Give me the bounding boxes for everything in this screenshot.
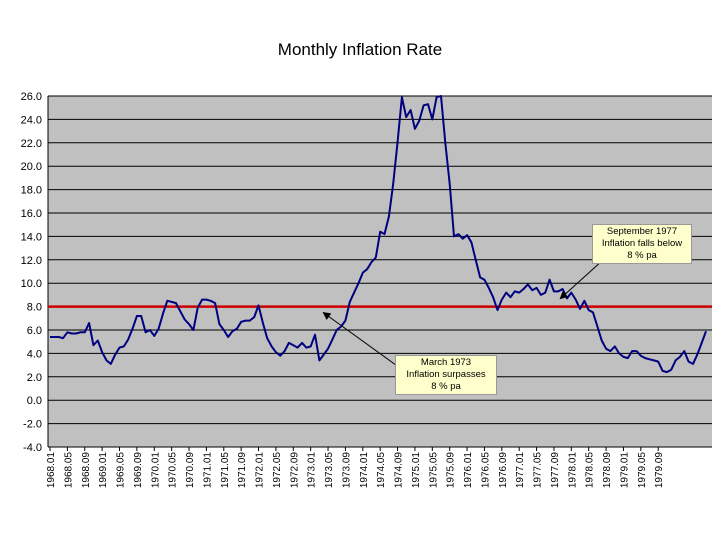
chart-title: Monthly Inflation Rate [277, 40, 443, 59]
x-tick-label: 1977.09 [550, 452, 561, 489]
x-tick-label: 1973.05 [324, 452, 335, 489]
annotation-line: 8 % pa [627, 250, 657, 261]
x-tick-label: 1968.01 [46, 452, 57, 489]
y-tick-label: -2.0 [23, 419, 42, 431]
y-tick-label: -4.0 [23, 442, 42, 454]
y-tick-label: 0.0 [27, 395, 42, 407]
y-tick-label: 14.0 [21, 231, 42, 243]
x-tick-label: 1970.09 [185, 452, 196, 489]
x-tick-label: 1975.09 [446, 452, 457, 489]
y-tick-label: 16.0 [21, 208, 42, 220]
x-tick-label: 1972.01 [255, 452, 266, 489]
x-tick-label: 1975.01 [411, 452, 422, 489]
x-tick-label: 1971.05 [220, 452, 231, 489]
x-tick-label: 1974.01 [359, 452, 370, 489]
y-tick-label: 4.0 [27, 348, 42, 360]
x-tick-label: 1975.05 [428, 452, 439, 489]
x-tick-label: 1969.01 [98, 452, 109, 489]
x-tick-label: 1972.05 [272, 452, 283, 489]
y-tick-label: 6.0 [27, 325, 42, 337]
y-tick-label: 22.0 [21, 138, 42, 150]
x-tick-label: 1977.05 [533, 452, 544, 489]
x-tick-label: 1974.05 [376, 452, 387, 489]
x-tick-label: 1976.01 [463, 452, 474, 489]
y-tick-label: 26.0 [21, 91, 42, 103]
x-tick-label: 1978.01 [567, 452, 578, 489]
x-tick-label: 1978.09 [602, 452, 613, 489]
annotation-sept-1977: September 1977 Inflation falls below 8 %… [592, 224, 692, 264]
plot-area [48, 96, 712, 447]
y-tick-label: 18.0 [21, 185, 42, 197]
x-tick-label: 1971.09 [237, 452, 248, 489]
x-tick-label: 1979.05 [637, 452, 648, 489]
annotation-march-1973: March 1973 Inflation surpasses 8 % pa [395, 355, 497, 395]
x-tick-label: 1968.05 [63, 452, 74, 489]
y-tick-label: 8.0 [27, 302, 42, 314]
x-axis-ticks: 1968.01 1968.05 1968.09 1969.01 1969.05 1969.… [46, 447, 665, 488]
annotation-arrows [322, 259, 604, 369]
annotation-line: March 1973 [420, 357, 472, 368]
annotation-line: Inflation surpasses [406, 369, 486, 380]
x-tick-label: 1973.01 [307, 452, 318, 489]
annotation-line: September 1977 [606, 226, 678, 237]
x-tick-label: 1979.01 [619, 452, 630, 489]
annotation-arrow-1977 [559, 259, 604, 300]
y-tick-label: 24.0 [21, 114, 42, 126]
x-tick-label: 1968.09 [81, 452, 92, 489]
x-tick-label: 1974.09 [394, 452, 405, 489]
y-tick-label: 12.0 [21, 255, 42, 267]
x-tick-label: 1973.09 [341, 452, 352, 489]
x-tick-label: 1977.01 [515, 452, 526, 489]
annotation-line: 8 % pa [431, 381, 461, 392]
annotation-arrow-1973 [322, 312, 401, 369]
inflation-series-line [50, 95, 707, 374]
x-tick-label: 1969.09 [133, 452, 144, 489]
x-tick-label: 1976.05 [480, 452, 491, 489]
y-tick-label: 10.0 [21, 278, 42, 290]
x-tick-label: 1976.09 [498, 452, 509, 489]
x-tick-label: 1978.05 [585, 452, 596, 489]
annotation-line: Inflation falls below [601, 238, 683, 249]
x-tick-label: 1970.05 [168, 452, 179, 489]
x-tick-label: 1969.05 [116, 452, 127, 489]
x-tick-label: 1970.01 [150, 452, 161, 489]
y-tick-label: 20.0 [21, 161, 42, 173]
x-tick-label: 1979.09 [654, 452, 665, 489]
y-tick-label: 2.0 [27, 372, 42, 384]
x-tick-label: 1972.09 [289, 452, 300, 489]
y-axis-ticks: 26.0 24.0 22.0 20.0 18.0 16.0 14.0 12.0 10.0 8.0 6… [21, 91, 42, 454]
x-tick-label: 1971.01 [202, 452, 213, 489]
